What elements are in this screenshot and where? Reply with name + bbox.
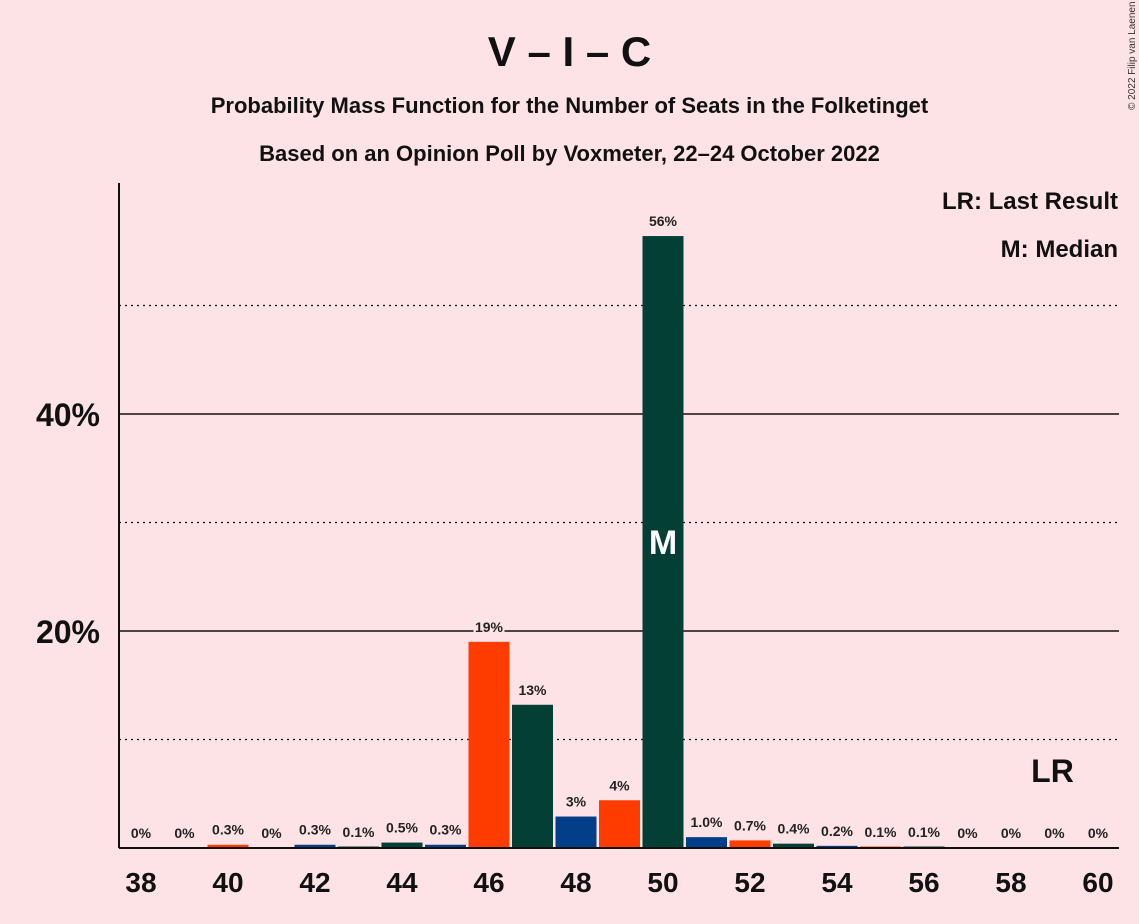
data-label-bg-45 (425, 820, 466, 839)
x-axis-ticks: 38 40 42 44 46 48 50 52 54 56 58 60 (125, 867, 1113, 898)
data-label-bg-48 (565, 792, 587, 811)
data-label-seat-44: 0.5% (386, 820, 418, 836)
data-label-bg-60 (1087, 824, 1109, 842)
bar-seat-50 (642, 236, 684, 848)
data-label-seat-41: 0% (261, 825, 282, 841)
data-label-bg-58 (1000, 824, 1022, 842)
x-tick-label-46: 46 (473, 867, 504, 898)
x-tick-label-48: 48 (560, 867, 591, 898)
x-tick-label-60: 60 (1082, 867, 1113, 898)
data-label-seat-39: 0% (174, 825, 195, 841)
data-label-bg-44 (382, 818, 422, 837)
bar-seat-48 (555, 816, 597, 848)
data-label-bg-42 (295, 820, 335, 839)
data-label-bg-51 (686, 813, 727, 832)
x-tick-label-54: 54 (821, 867, 853, 898)
data-label-seat-58: 0% (1001, 825, 1022, 841)
x-tick-label-40: 40 (212, 867, 243, 898)
bar-seat-47 (512, 704, 553, 848)
data-label-seat-55: 0.1% (865, 824, 897, 840)
data-label-seat-60: 0% (1088, 825, 1109, 841)
legend-median: M: Median (1001, 236, 1118, 263)
legend-last-result: LR: Last Result (942, 188, 1118, 215)
bar-seat-46 (468, 641, 510, 848)
gridlines (119, 304, 1119, 741)
bar-seat-53 (773, 843, 814, 848)
data-label-seat-52: 0.7% (734, 817, 766, 833)
data-label-seat-56: 0.1% (908, 824, 940, 840)
data-label-seat-54: 0.2% (821, 823, 853, 839)
data-label-bg-50 (647, 212, 679, 231)
data-label-seat-45: 0.3% (430, 822, 462, 838)
bar-seat-51 (686, 837, 727, 848)
data-label-bg-55 (860, 822, 901, 841)
bar-seat-49 (599, 800, 640, 848)
data-label-bg-49 (608, 776, 631, 795)
bar-seat-52 (729, 840, 771, 848)
data-label-seat-53: 0.4% (778, 821, 810, 837)
data-label-bg-40 (208, 820, 248, 839)
data-label-seat-48: 3% (566, 794, 587, 810)
data-label-bg-41 (260, 824, 283, 842)
chart-subtitle-2: Based on an Opinion Poll by Voxmeter, 22… (259, 141, 880, 166)
bar-seat-40 (207, 844, 249, 848)
x-tick-label-52: 52 (734, 867, 765, 898)
data-label-seat-43: 0.1% (343, 824, 375, 840)
data-label-bg-47 (517, 680, 548, 699)
data-label-seat-51: 1.0% (691, 814, 723, 830)
data-label-bg-43 (338, 822, 379, 841)
x-tick-label-42: 42 (299, 867, 330, 898)
bar-seat-44 (381, 842, 423, 848)
x-tick-label-50: 50 (647, 867, 678, 898)
data-labels-layer: 0% 0% 0.3% 0% 0.3% 0.1% 0.5% 0.3% 19% 13% 3% 4% 56% 1… (130, 212, 1109, 842)
x-tick-label-44: 44 (386, 867, 418, 898)
bar-seat-42 (294, 844, 336, 848)
x-tick-label-58: 58 (995, 867, 1026, 898)
data-label-bg-57 (956, 824, 979, 842)
data-label-bg-46 (473, 617, 505, 636)
bar-seat-54 (816, 845, 858, 848)
y-tick-label-20: 20% (36, 614, 100, 650)
data-label-seat-59: 0% (1044, 825, 1065, 841)
data-label-seat-46: 19% (475, 619, 504, 635)
data-label-bg-56 (904, 822, 944, 841)
bar-seat-45 (425, 844, 466, 848)
last-result-marker: LR (1031, 753, 1074, 789)
median-marker: M (649, 524, 677, 562)
data-label-seat-47: 13% (518, 682, 547, 698)
data-label-seat-38: 0% (131, 825, 152, 841)
chart-subtitle-1: Probability Mass Function for the Number… (211, 93, 929, 118)
x-tick-label-56: 56 (908, 867, 939, 898)
data-label-seat-42: 0.3% (299, 822, 331, 838)
data-label-bg-39 (173, 824, 196, 842)
data-label-seat-50: 56% (649, 213, 678, 229)
data-label-seat-57: 0% (957, 825, 978, 841)
data-label-bg-59 (1043, 824, 1066, 842)
data-label-seat-40: 0.3% (212, 822, 244, 838)
data-label-bg-52 (730, 816, 770, 835)
bars-layer (207, 236, 945, 848)
chart-title: V – I – C (488, 28, 651, 75)
data-label-bg-38 (130, 824, 152, 842)
data-label-bg-54 (817, 821, 857, 840)
y-axis-ticks: 20% 40% (36, 397, 100, 650)
x-tick-label-38: 38 (125, 867, 156, 898)
copyright-note: © 2022 Filip van Laenen (1127, 1, 1138, 110)
data-label-seat-49: 4% (609, 777, 630, 793)
y-tick-label-40: 40% (36, 397, 100, 433)
data-label-bg-53 (773, 819, 814, 838)
